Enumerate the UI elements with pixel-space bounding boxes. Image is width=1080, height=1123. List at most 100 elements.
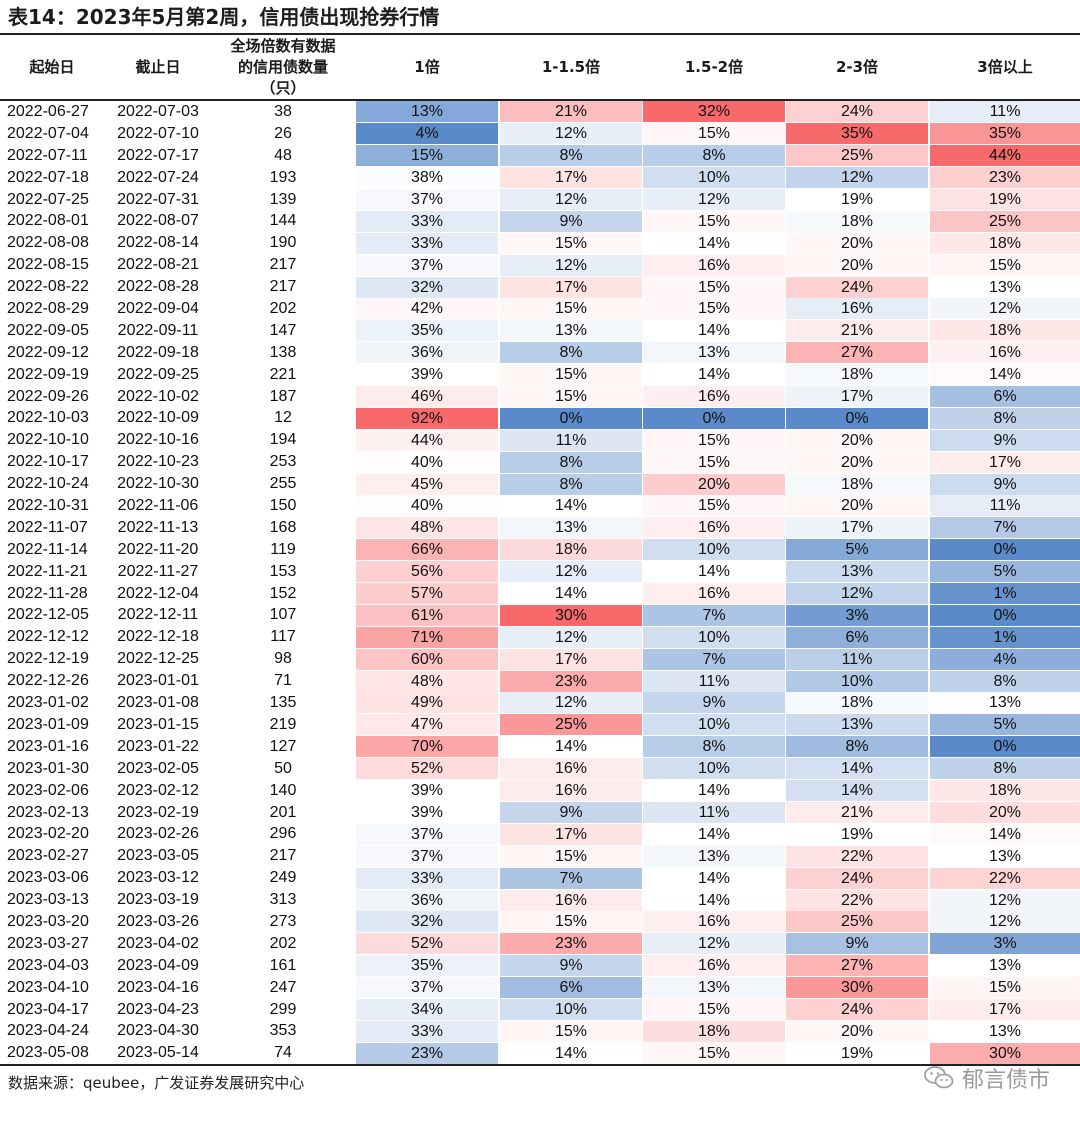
cell-share-1.5-2x: 10% <box>643 758 785 780</box>
cell-share-2-3x: 12% <box>786 583 928 605</box>
table-row: 2022-12-05 2022-12-11 107 61% 30% 7% 3% 0% <box>0 604 1080 626</box>
table-row: 2023-03-06 2023-03-12 249 33% 7% 14% 24% 22% <box>0 867 1080 889</box>
cell-share-1-1.5x: 14% <box>500 583 642 605</box>
cell-bond-count: 119 <box>270 540 296 558</box>
cell-share-1-1.5x: 15% <box>500 298 642 320</box>
cell-share-3x-plus: 15% <box>930 254 1080 276</box>
cell-bond-count: 353 <box>269 1022 297 1040</box>
cell-start-date: 2022-09-19 <box>7 365 89 383</box>
cell-share-2-3x: 17% <box>786 386 928 408</box>
cell-share-1-1.5x: 8% <box>500 145 642 167</box>
cell-share-2-3x: 20% <box>786 451 928 473</box>
table-row: 2022-10-03 2022-10-09 12 92% 0% 0% 0% 8% <box>0 407 1080 429</box>
cell-share-3x-plus: 17% <box>930 998 1080 1020</box>
header-multiple-1-1.5x: 1-1.5倍 <box>541 58 601 76</box>
cell-share-1x: 52% <box>356 758 498 780</box>
cell-bond-count: 117 <box>270 628 296 646</box>
cell-share-1-1.5x: 0% <box>500 407 642 429</box>
cell-start-date: 2022-08-29 <box>7 300 89 318</box>
table-row: 2023-02-27 2023-03-05 217 37% 15% 13% 22% 13% <box>0 845 1080 867</box>
cell-share-3x-plus: 0% <box>930 736 1080 758</box>
cell-share-2-3x: 14% <box>786 758 928 780</box>
cell-start-date: 2022-11-07 <box>7 518 88 536</box>
cell-share-2-3x: 10% <box>786 670 928 692</box>
cell-share-3x-plus: 8% <box>930 407 1080 429</box>
cell-share-2-3x: 18% <box>786 473 928 495</box>
cell-share-1x: 37% <box>356 977 498 999</box>
table-row: 2022-10-10 2022-10-16 194 44% 11% 15% 20% 9% <box>0 429 1080 451</box>
cell-share-1.5-2x: 15% <box>643 495 785 517</box>
cell-share-1-1.5x: 14% <box>500 736 642 758</box>
cell-share-2-3x: 25% <box>786 911 928 933</box>
cell-share-2-3x: 12% <box>786 167 928 189</box>
cell-end-date: 2023-05-14 <box>117 1044 199 1062</box>
cell-end-date: 2023-03-05 <box>117 847 199 865</box>
cell-share-1x: 45% <box>356 473 498 495</box>
cell-share-2-3x: 18% <box>786 210 928 232</box>
cell-share-2-3x: 24% <box>786 998 928 1020</box>
cell-start-date: 2022-12-19 <box>7 650 89 668</box>
cell-share-1x: 23% <box>356 1042 498 1064</box>
cell-start-date: 2023-04-24 <box>7 1022 89 1040</box>
cell-bond-count: 144 <box>269 212 297 230</box>
header-end-date: 截止日 <box>135 58 181 76</box>
cell-share-1-1.5x: 12% <box>500 189 642 210</box>
cell-share-2-3x: 24% <box>786 867 928 889</box>
cell-bond-count: 296 <box>269 825 297 843</box>
table-row: 2023-04-24 2023-04-30 353 33% 15% 18% 20% 13% <box>0 1020 1080 1042</box>
cell-share-1x: 39% <box>356 801 498 823</box>
cell-share-1x: 60% <box>356 648 498 670</box>
table-row: 2022-10-17 2022-10-23 253 40% 8% 15% 20% 17% <box>0 451 1080 473</box>
cell-share-1.5-2x: 13% <box>643 845 785 867</box>
cell-start-date: 2023-04-03 <box>7 956 89 974</box>
cell-share-1.5-2x: 14% <box>643 889 785 911</box>
cell-bond-count: 202 <box>269 934 297 952</box>
cell-share-1-1.5x: 30% <box>500 604 642 626</box>
cell-share-3x-plus: 9% <box>930 473 1080 495</box>
cell-bond-count: 190 <box>269 234 297 252</box>
cell-share-1.5-2x: 14% <box>643 780 785 802</box>
cell-share-1x: 13% <box>356 101 498 123</box>
cell-share-1x: 92% <box>356 407 498 429</box>
cell-share-3x-plus: 35% <box>930 123 1080 145</box>
cell-end-date: 2022-11-06 <box>117 497 199 515</box>
cell-share-1-1.5x: 13% <box>500 320 642 342</box>
cell-share-1-1.5x: 17% <box>500 276 642 298</box>
cell-share-3x-plus: 23% <box>930 167 1080 189</box>
cell-share-3x-plus: 12% <box>930 298 1080 320</box>
cell-share-1.5-2x: 16% <box>643 386 785 408</box>
cell-end-date: 2022-09-11 <box>117 321 199 339</box>
table-row: 2022-08-22 2022-08-28 217 32% 17% 15% 24% 13% <box>0 276 1080 298</box>
table-row: 2023-03-20 2023-03-26 273 32% 15% 16% 25% 12% <box>0 911 1080 933</box>
cell-end-date: 2023-02-19 <box>117 803 199 821</box>
cell-share-3x-plus: 14% <box>930 364 1080 386</box>
cell-end-date: 2022-12-25 <box>117 650 199 668</box>
cell-bond-count: 187 <box>269 387 297 405</box>
cell-end-date: 2022-11-13 <box>117 518 199 536</box>
cell-share-1-1.5x: 17% <box>500 167 642 189</box>
table-row: 2022-11-07 2022-11-13 168 48% 13% 16% 17% 7% <box>0 517 1080 539</box>
cell-share-2-3x: 21% <box>786 801 928 823</box>
cell-bond-count: 193 <box>269 168 297 186</box>
cell-share-1.5-2x: 10% <box>643 539 785 561</box>
cell-share-1.5-2x: 14% <box>643 232 785 254</box>
cell-share-1-1.5x: 15% <box>500 845 642 867</box>
table-row: 2022-07-11 2022-07-17 48 15% 8% 8% 25% 44% <box>0 145 1080 167</box>
cell-share-1-1.5x: 12% <box>500 692 642 714</box>
cell-share-3x-plus: 3% <box>930 933 1080 955</box>
cell-bond-count: 107 <box>269 606 297 624</box>
cell-share-1.5-2x: 14% <box>643 823 785 845</box>
cell-end-date: 2022-10-16 <box>117 431 199 449</box>
cell-share-3x-plus: 20% <box>930 801 1080 823</box>
cell-share-1-1.5x: 23% <box>500 933 642 955</box>
cell-start-date: 2022-10-24 <box>7 475 89 493</box>
cell-share-2-3x: 18% <box>786 364 928 386</box>
cell-end-date: 2022-11-20 <box>117 540 199 558</box>
table-row: 2022-08-15 2022-08-21 217 37% 12% 16% 20% 15% <box>0 254 1080 276</box>
cell-bond-count: 299 <box>269 1000 297 1018</box>
cell-share-2-3x: 19% <box>786 1042 928 1064</box>
header-multiple-3x-plus: 3倍以上 <box>977 58 1033 76</box>
cell-share-2-3x: 18% <box>786 692 928 714</box>
cell-end-date: 2023-03-12 <box>117 869 199 887</box>
cell-bond-count: 194 <box>269 431 297 449</box>
